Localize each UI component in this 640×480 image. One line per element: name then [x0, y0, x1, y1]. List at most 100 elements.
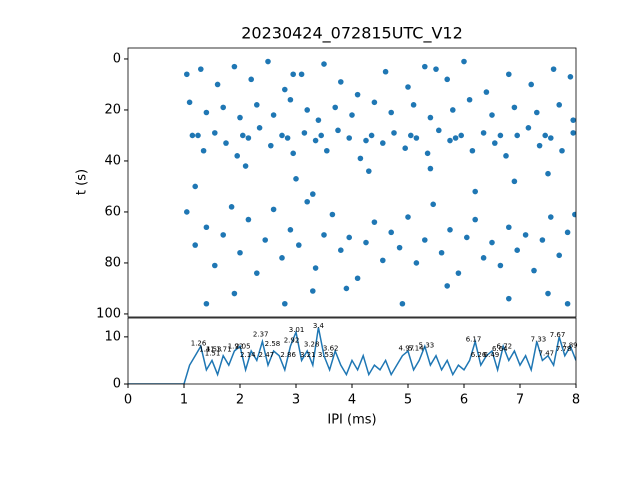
point	[438, 249, 445, 256]
point	[572, 211, 576, 218]
point	[234, 153, 240, 159]
point	[506, 295, 512, 302]
peak-label: 3.01	[289, 326, 305, 334]
point	[284, 135, 291, 141]
point	[343, 285, 350, 292]
peak-label: 2.86	[280, 351, 296, 359]
point	[556, 252, 562, 259]
point	[245, 216, 252, 223]
peak-label: 2.47	[259, 351, 275, 359]
point	[195, 132, 201, 139]
point	[450, 107, 456, 113]
point	[318, 132, 325, 139]
point	[472, 188, 479, 195]
peak-label: 7.67	[550, 331, 566, 339]
peak-label: 6.64	[492, 345, 508, 353]
point	[480, 255, 487, 261]
point	[480, 130, 487, 136]
point	[198, 66, 204, 72]
point	[402, 145, 409, 152]
point	[447, 226, 453, 233]
point	[542, 132, 548, 139]
point	[270, 112, 277, 118]
point	[335, 127, 341, 134]
point	[184, 71, 190, 78]
point	[338, 247, 344, 253]
point	[248, 76, 254, 83]
point	[514, 132, 520, 139]
point	[237, 114, 243, 121]
y-tick-label: 60	[104, 204, 121, 219]
point	[256, 125, 263, 131]
peak-label: 1.41	[199, 346, 215, 354]
point	[539, 237, 546, 243]
line	[128, 327, 576, 384]
point	[203, 109, 210, 116]
peak-label: 7.33	[531, 336, 547, 344]
peak-label: 2.05	[235, 342, 251, 350]
peak-label: 3.4	[313, 322, 325, 330]
point	[503, 153, 509, 159]
peak-label: 1.92	[228, 342, 244, 350]
point	[427, 165, 434, 172]
point	[422, 63, 428, 70]
point	[363, 137, 369, 144]
point	[405, 214, 411, 220]
peak-label: 6.49	[484, 351, 500, 359]
point	[189, 132, 196, 139]
point	[304, 107, 311, 113]
x-tick-label: 8	[572, 393, 580, 408]
point	[231, 63, 238, 70]
point	[430, 201, 437, 208]
point	[245, 135, 252, 141]
peak-label: 1.51	[205, 349, 221, 357]
point	[329, 211, 336, 218]
peak-label: 4.97	[399, 345, 415, 353]
point	[511, 178, 518, 185]
peak-label: 6.72	[497, 342, 513, 350]
peak-label: 5.33	[419, 341, 435, 349]
point	[212, 130, 218, 136]
point	[422, 237, 428, 243]
axes-frame	[127, 317, 577, 385]
point	[550, 66, 557, 72]
point	[354, 275, 361, 282]
point	[282, 86, 288, 93]
point	[312, 137, 319, 144]
point	[298, 71, 305, 78]
point	[200, 147, 207, 154]
peak-label: 3.62	[323, 345, 339, 353]
point	[192, 183, 198, 190]
point	[522, 232, 529, 238]
point	[466, 96, 473, 103]
x-tick-label: 7	[516, 393, 524, 408]
x-tick-label: 2	[236, 393, 244, 408]
point	[444, 283, 451, 289]
point	[452, 135, 459, 141]
peak-label: 3.53	[318, 351, 334, 359]
point	[223, 140, 229, 146]
peak-label: 7.89	[562, 341, 578, 349]
point	[388, 109, 395, 116]
point	[338, 79, 344, 85]
peak-label: 2.58	[265, 340, 281, 348]
point	[203, 224, 210, 231]
point	[290, 71, 297, 78]
point	[237, 249, 243, 256]
point	[279, 255, 285, 261]
x-tick-label: 5	[404, 393, 412, 408]
point	[469, 147, 476, 154]
point	[506, 224, 512, 231]
y-axis-label: t (s)	[75, 169, 90, 195]
point	[203, 300, 210, 307]
point	[265, 58, 271, 65]
peak-label: 1.26	[191, 339, 207, 347]
point	[399, 300, 406, 307]
point	[253, 270, 260, 276]
point	[349, 112, 355, 118]
point	[366, 168, 372, 174]
point	[192, 242, 198, 248]
point	[525, 125, 532, 131]
point	[388, 229, 395, 236]
